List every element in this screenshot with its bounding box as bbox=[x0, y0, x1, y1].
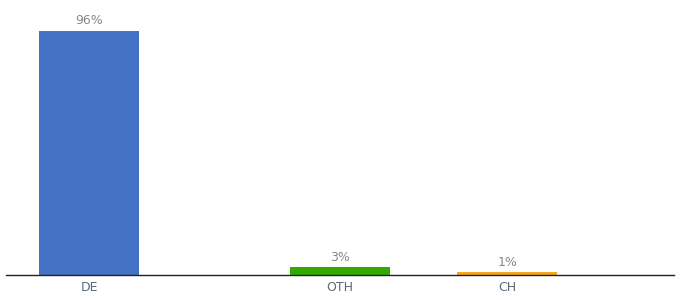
Text: 3%: 3% bbox=[330, 251, 350, 264]
Text: 1%: 1% bbox=[497, 256, 517, 269]
Bar bbox=[39, 31, 139, 274]
Text: 96%: 96% bbox=[75, 14, 103, 27]
Bar bbox=[290, 267, 390, 274]
Bar bbox=[457, 272, 558, 274]
